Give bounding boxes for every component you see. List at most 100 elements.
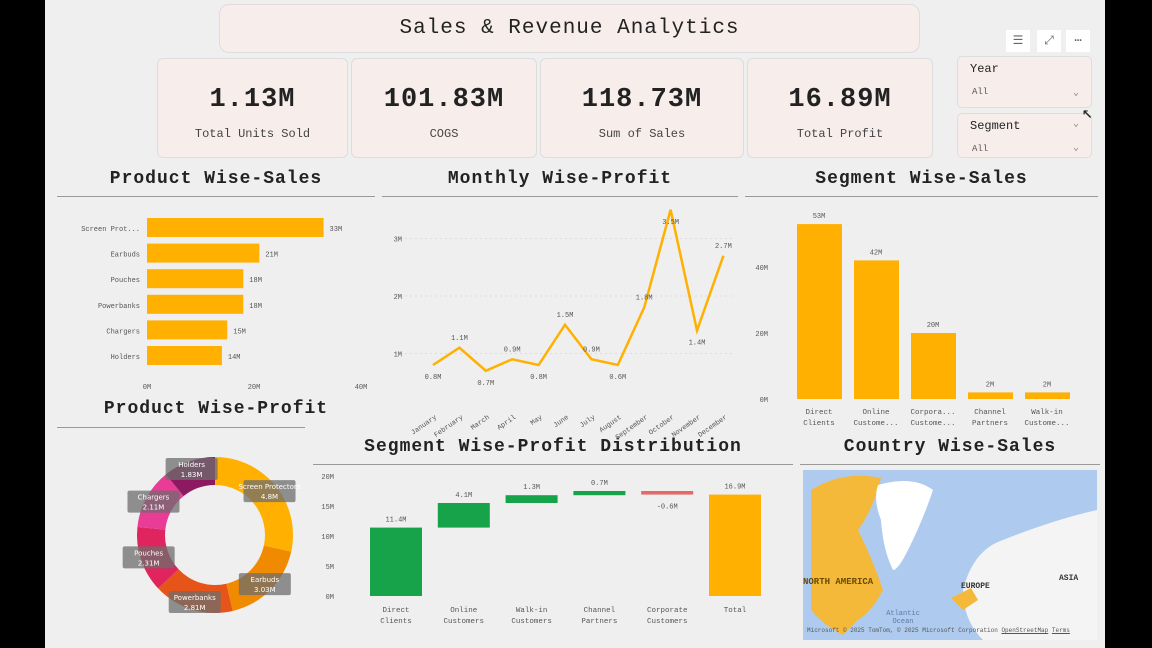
data-label: 1.4M	[689, 340, 706, 348]
slicer-label: Segment	[970, 119, 1021, 133]
slice-value: 1.83M	[181, 471, 203, 479]
category-label: Channel Partners	[972, 409, 1008, 428]
kpi-sales: 118.73M Sum of Sales	[540, 58, 744, 158]
slice-label: Screen Protectors	[239, 483, 301, 491]
more-options-icon[interactable]: ⋯	[1066, 30, 1090, 52]
data-label: 0.6M	[609, 374, 626, 382]
data-label: 1.1M	[451, 335, 468, 343]
europe-region	[951, 588, 978, 610]
y-tick-label: 0M	[760, 397, 768, 405]
category-label: Screen Prot...	[81, 226, 140, 234]
divider	[57, 196, 375, 197]
section-title: Segment Wise-Sales	[815, 169, 1028, 189]
slicer-value[interactable]: All	[972, 144, 989, 154]
osm-link[interactable]: OpenStreetMap	[1001, 627, 1049, 634]
category-label: Walk-in Customers	[511, 607, 552, 626]
section-title: Product Wise-Sales	[109, 169, 323, 189]
category-label: Direct Clients	[380, 607, 412, 626]
chevron-down-icon[interactable]: ⌄	[1072, 88, 1079, 99]
chevron-down-icon[interactable]: ⌄	[1072, 143, 1079, 154]
waterfall-bar	[573, 491, 626, 496]
kpi-value: 101.83M	[383, 85, 505, 115]
category-label: Direct Clients	[803, 409, 835, 428]
slicer-value[interactable]: All	[972, 87, 989, 97]
divider	[382, 196, 738, 197]
north-america-region	[811, 475, 883, 635]
kpi-cogs: 101.83M COGS	[351, 58, 537, 158]
x-tick-label: 20M	[248, 384, 261, 392]
data-label-box	[243, 480, 296, 503]
slice-label: Pouches	[134, 549, 163, 557]
data-label: -0.6M	[657, 504, 678, 512]
bar	[854, 260, 899, 399]
y-tick-label: 2M	[394, 294, 402, 302]
country-map[interactable]: NORTH AMERICA EUROPE ASIA Atlantic Ocean…	[803, 470, 1097, 640]
x-tick-label: July	[579, 414, 597, 430]
map-label: Atlantic Ocean	[886, 610, 920, 626]
kpi-value: 118.73M	[581, 85, 703, 115]
map-label: ASIA	[1059, 574, 1079, 583]
data-label: 16.9M	[724, 484, 745, 492]
bar	[147, 218, 324, 237]
category-label: Corpora... Custome...	[910, 409, 955, 428]
focus-mode-icon[interactable]: ⤢	[1037, 30, 1061, 52]
greenland-landmass	[876, 481, 933, 570]
divider	[745, 196, 1098, 197]
waterfall-bar	[641, 491, 694, 495]
y-tick-label: 3M	[394, 237, 402, 245]
waterfall-bar	[437, 503, 490, 528]
map-label: EUROPE	[961, 582, 990, 591]
segment-slicer[interactable]: Segment ⌄ All ⌄	[957, 113, 1092, 158]
section-title: Country Wise-Sales	[843, 437, 1057, 457]
y-tick-label: 40M	[755, 265, 768, 273]
slice-label: Earbuds	[251, 576, 280, 584]
data-label: 0.7M	[591, 480, 608, 488]
eurasia-landmass	[963, 510, 1097, 640]
category-label: Chargers	[106, 328, 140, 336]
profit-line	[432, 209, 725, 373]
data-label-box	[238, 573, 291, 596]
divider	[313, 464, 793, 465]
category-label: Powerbanks	[98, 303, 140, 311]
slice-value: 2.81M	[184, 604, 206, 612]
x-tick-label: March	[470, 414, 492, 433]
data-label: 0.9M	[504, 346, 521, 354]
data-label: 0.8M	[530, 374, 547, 382]
category-label: Channel Partners	[581, 607, 617, 626]
data-label: 14M	[228, 354, 241, 362]
x-tick-label: 0M	[143, 384, 151, 392]
category-label: Total	[724, 607, 747, 615]
section-title: Product Wise-Profit	[103, 399, 329, 419]
category-label: Holders	[111, 354, 140, 362]
section-title: Segment Wise-Profit Distribution	[364, 437, 742, 457]
map-graphic	[811, 475, 1097, 640]
kpi-value: 16.89M	[788, 85, 892, 115]
slice-value: 2.11M	[143, 504, 165, 512]
data-label: 15M	[233, 328, 246, 336]
divider	[800, 464, 1100, 465]
terms-link[interactable]: Terms	[1051, 627, 1070, 634]
x-tick-label: May	[529, 414, 544, 428]
divider	[57, 427, 305, 428]
data-label: 2M	[1043, 381, 1051, 389]
data-label: 0.9M	[583, 346, 600, 354]
chevron-down-icon[interactable]: ⌄	[1072, 119, 1079, 130]
data-label: 42M	[870, 249, 883, 257]
bar	[911, 333, 956, 399]
title-banner: Sales & Revenue Analytics	[219, 4, 920, 53]
slicer-label: Year	[970, 62, 999, 76]
kpi-profit: 16.89M Total Profit	[747, 58, 933, 158]
filter-icon[interactable]: ☰	[1006, 30, 1030, 52]
map-label: NORTH AMERICA	[803, 577, 874, 587]
y-tick-label: 5M	[326, 564, 334, 572]
data-label: 2M	[986, 381, 994, 389]
kpi-total-units: 1.13M Total Units Sold	[157, 58, 348, 158]
bar	[147, 243, 260, 263]
waterfall-bar	[370, 527, 422, 596]
y-tick-label: 20M	[755, 331, 768, 339]
donut-slice	[215, 457, 294, 552]
y-tick-label: 20M	[321, 474, 334, 482]
year-slicer[interactable]: Year All ⌄	[957, 56, 1092, 108]
bar	[968, 392, 1013, 399]
